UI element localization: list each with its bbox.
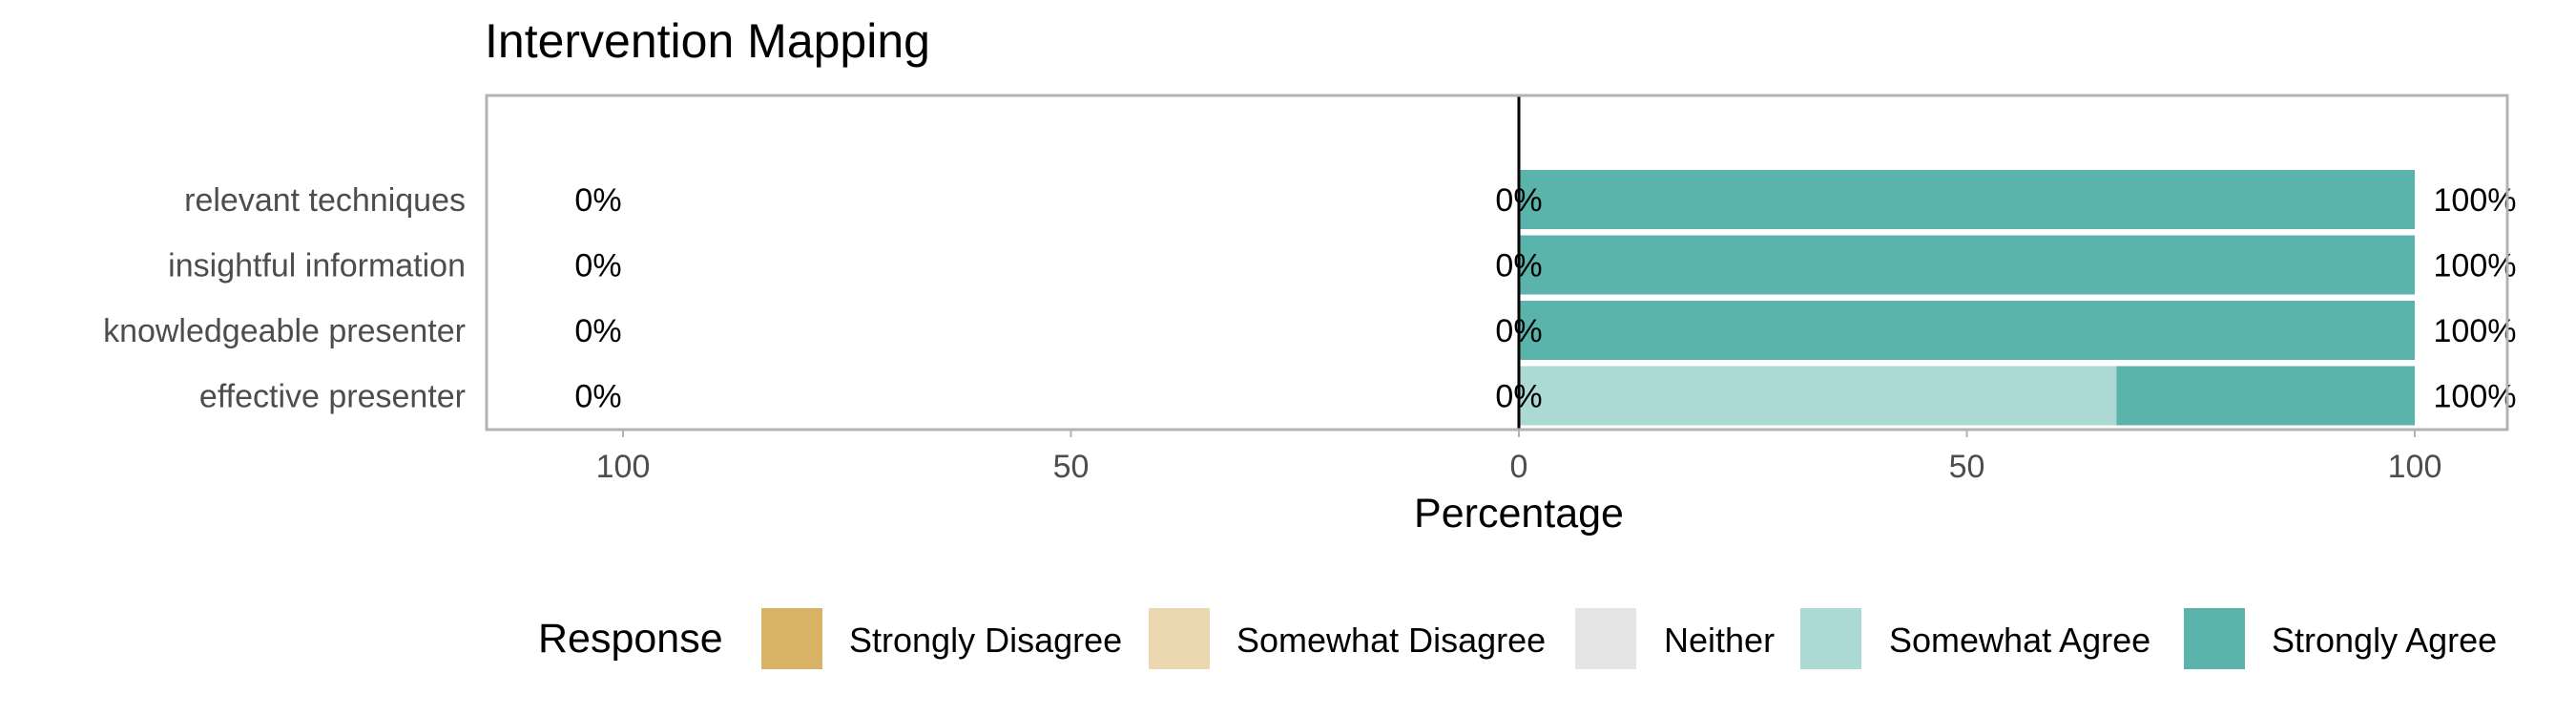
- bar-strongly-agree: [1519, 170, 2415, 229]
- center-percent-label: 0%: [1495, 313, 1542, 349]
- bar-strongly-agree: [2116, 366, 2415, 426]
- legend: Response Strongly Disagree Somewhat Disagr…: [538, 606, 2497, 671]
- category-label: effective presenter: [199, 379, 466, 415]
- bar-layer: [1519, 170, 2415, 426]
- legend-key: [1573, 606, 1638, 671]
- legend-label: Somewhat Agree: [1889, 621, 2150, 660]
- center-percent-label: 0%: [1495, 182, 1542, 219]
- x-tick-label: 100: [2388, 449, 2442, 485]
- x-axis-title: Percentage: [1414, 491, 1624, 537]
- right-percent-label: 100%: [2434, 248, 2517, 284]
- axis-layer: 100 50 0 50 100: [485, 94, 2509, 485]
- left-percent-label: 0%: [574, 182, 621, 219]
- legend-key: [2182, 606, 2247, 671]
- legend-label: Strongly Disagree: [849, 621, 1122, 660]
- chart-title: Intervention Mapping: [485, 14, 930, 68]
- bar-strongly-agree: [1519, 301, 2415, 360]
- legend-label: Somewhat Disagree: [1236, 621, 1546, 660]
- right-percent-label: 100%: [2434, 379, 2517, 415]
- legend-label: Strongly Agree: [2272, 621, 2497, 660]
- label-layer: relevant techniques 0% 0% 100% insightful in…: [103, 182, 2516, 415]
- x-tick-label: 50: [1053, 449, 1090, 485]
- legend-key: [1798, 606, 1863, 671]
- legend-key: [759, 606, 824, 671]
- left-percent-label: 0%: [574, 379, 621, 415]
- category-label: relevant techniques: [184, 182, 466, 219]
- x-tick-label: 100: [596, 449, 651, 485]
- bar-somewhat-agree: [1519, 366, 2117, 426]
- category-label: knowledgeable presenter: [103, 313, 466, 349]
- x-tick-label: 0: [1510, 449, 1528, 485]
- left-percent-label: 0%: [574, 313, 621, 349]
- left-percent-label: 0%: [574, 248, 621, 284]
- legend-title: Response: [538, 616, 723, 662]
- legend-key: [1147, 606, 1212, 671]
- panel-border: [485, 94, 2509, 432]
- category-label: insightful information: [168, 248, 466, 284]
- bar-strongly-agree: [1519, 235, 2415, 295]
- center-percent-label: 0%: [1495, 379, 1542, 415]
- x-tick-label: 50: [1949, 449, 1985, 485]
- legend-label: Neither: [1664, 621, 1775, 660]
- center-percent-label: 0%: [1495, 248, 1542, 284]
- right-percent-label: 100%: [2434, 182, 2517, 219]
- right-percent-label: 100%: [2434, 313, 2517, 349]
